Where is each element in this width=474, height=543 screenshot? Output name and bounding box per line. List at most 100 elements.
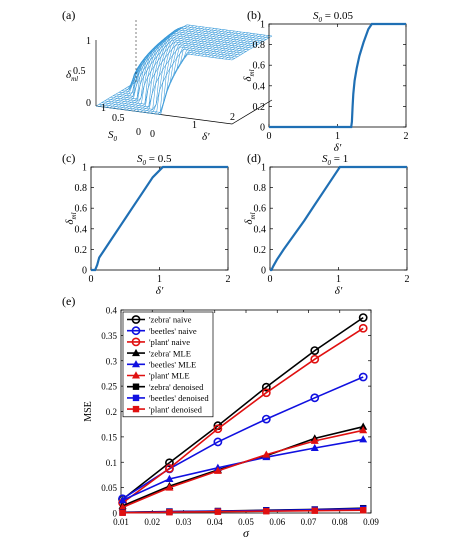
y-tick-label: 0.4 [75,224,88,235]
y-tick-label: 0.3 [106,356,118,366]
surface-mesh-line [167,27,208,91]
legend-marker [132,383,140,390]
panel-e-label: (e) [62,294,75,308]
panel-a-label: (a) [62,8,75,22]
data-point [166,509,173,516]
chart-d: 0 1 200.20.40.60.81δ'δml [243,163,410,298]
x-tick-label: 0.03 [176,517,192,527]
chart-b: 0 1 200.20.40.60.81δ'δml [242,20,409,155]
y-tick-label: 1 [260,20,265,31]
y-tick-label: 0.6 [253,61,266,72]
y-tick-label: 0.4 [253,81,266,92]
series-8 [119,507,367,516]
legend-marker [131,315,141,324]
surface-mesh-line [211,33,252,58]
legend-label: 'plant' denoised [149,404,203,414]
y-axis-label-main: δ [242,76,254,82]
x-tick-label: 0.01 [113,517,129,527]
y-tick-label: 0.6 [75,204,88,215]
data-point [359,435,368,443]
data-point [310,393,320,403]
series-line [122,316,364,500]
surface-mesh-line [231,35,273,61]
legend-label: 'zebra' MLE [149,348,191,358]
data-point [213,424,223,434]
a-ztick-2: 1 [86,36,91,47]
surface-mesh-line [225,34,266,60]
surface-mesh-line [95,81,137,107]
data-point [214,508,222,515]
curve-d [270,165,407,272]
y-tick-label: 0.6 [254,204,267,215]
y-tick-label: 0 [261,266,266,277]
x-tick-label: 1 [157,274,162,285]
data-point [165,483,174,491]
y-tick-label: 0.2 [75,245,88,256]
surface-mesh-line [180,29,222,64]
chart-c: 0 1 200.20.40.60.81δ'δml [64,163,231,298]
panel-c-title: S0 = 0.5 [137,153,172,167]
surface-mesh-line [184,29,225,59]
data-point [118,496,127,504]
y-tick-label: 1 [82,163,87,174]
surface-mesh-line [160,26,201,115]
chart-e: 0.01 0.02 0.03 0.04 0.05 0.06 0.07 0.08 0.09 0 0.0… [83,306,379,541]
y-tick-label: 0.8 [75,183,88,194]
data-point [165,458,174,468]
y-tick-label: 1 [261,163,266,174]
x-tick-label: 0.02 [144,517,160,527]
surface-mesh-line [177,28,218,70]
data-point [359,426,368,434]
y-axis-label-main: δ [64,219,76,225]
surface-mesh-line [113,39,250,100]
x-axis-label: δ' [156,285,164,297]
panel-c-label: (c) [62,151,75,165]
panel-a-axes: 0 0.5 1 δml 1 0.5 0 S0 0 1 2 δ' [66,36,235,143]
x-tick-label: 0 [89,274,94,285]
surface-mesh-line [221,34,262,59]
surface-mesh-line [118,35,255,94]
y-tick-label: 0.2 [254,245,267,256]
surface-mesh-line [173,28,215,76]
x-tick-label: 0.09 [363,517,379,527]
series-3 [118,422,368,509]
legend-label: 'plant' MLE [149,371,190,381]
surface-mesh-line [208,32,249,58]
series-line [122,509,364,514]
data-point [118,503,127,511]
surface-mesh-line [197,31,239,56]
data-point [310,346,320,355]
data-point [261,414,271,424]
series-5 [118,426,368,511]
surface-mesh-line [187,29,228,55]
plot-area-d [269,166,408,271]
data-point [310,436,319,444]
data-point [310,443,319,452]
surface-mesh-line [194,30,235,56]
a-zlabel: δml [66,69,78,83]
legend-marker [132,405,140,413]
x-axis-label: δ' [334,142,342,154]
y-tick-label: 0.4 [106,306,118,316]
y-tick-label: 0 [82,266,87,277]
data-point [358,323,368,333]
a-ztick-0: 0 [86,98,91,109]
data-point [165,474,174,482]
y-tick-label: 0 [260,123,265,134]
panel-b-title: S0 = 0.05 [313,10,353,24]
surface-mesh-line [143,26,184,113]
y-tick-label: 0.35 [101,331,117,341]
data-point [263,508,270,515]
surface-mesh-line [150,24,191,114]
x-tick-label: 0.05 [238,517,254,527]
y-axis-label-sub: ml [70,212,78,219]
plot-area-c [90,166,229,271]
data-point [358,372,368,382]
data-point [213,437,223,447]
y-tick-label: 0.05 [101,483,117,493]
curve-c [91,165,228,272]
surface-mesh-line [170,27,211,83]
data-point [358,313,368,323]
legend-label: 'zebra' denoised [149,382,204,392]
data-point [311,507,318,514]
